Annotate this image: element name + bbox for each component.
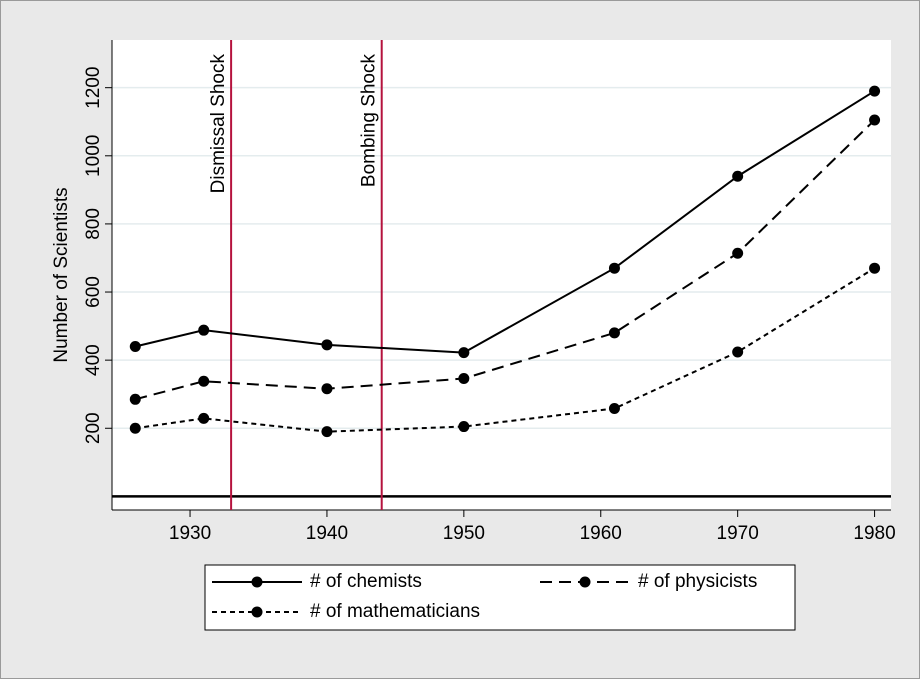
x-tick-label: 1950	[443, 523, 485, 544]
y-axis-title: Number of Scientists	[51, 187, 72, 362]
y-tick-label: 1200	[83, 67, 104, 109]
point	[732, 170, 744, 182]
legend-label: # of chemists	[310, 571, 422, 592]
event-label: Dismissal Shock	[208, 54, 229, 194]
point	[198, 412, 210, 424]
x-tick-label: 1960	[580, 523, 622, 544]
y-tick-label: 600	[83, 276, 104, 308]
point	[458, 421, 470, 433]
point	[321, 426, 333, 438]
x-tick-label: 1980	[853, 523, 895, 544]
y-tick-label: 200	[83, 412, 104, 444]
legend-marker	[251, 606, 263, 618]
plot-area	[112, 40, 891, 510]
legend-label: # of physicists	[638, 571, 757, 592]
point	[129, 422, 141, 434]
point	[129, 393, 141, 405]
point	[321, 383, 333, 395]
point	[869, 262, 881, 274]
point	[732, 247, 744, 259]
point	[608, 262, 620, 274]
point	[198, 375, 210, 387]
point	[458, 347, 470, 359]
legend	[204, 564, 796, 631]
legend-marker	[251, 576, 263, 588]
point	[869, 114, 881, 126]
point	[608, 327, 620, 339]
point	[198, 324, 210, 336]
point	[608, 403, 620, 415]
x-tick-label: 1930	[169, 523, 211, 544]
point	[321, 339, 333, 351]
x-tick-label: 1970	[717, 523, 759, 544]
y-tick-label: 800	[83, 208, 104, 240]
point	[732, 346, 744, 358]
point	[129, 341, 141, 353]
point	[869, 85, 881, 97]
x-tick-label: 1940	[306, 523, 348, 544]
y-tick-label: 1000	[83, 135, 104, 177]
legend-marker	[579, 576, 591, 588]
legend-label: # of mathematicians	[310, 601, 480, 622]
event-label: Bombing Shock	[359, 54, 380, 188]
point	[458, 373, 470, 385]
y-tick-label: 400	[83, 344, 104, 376]
